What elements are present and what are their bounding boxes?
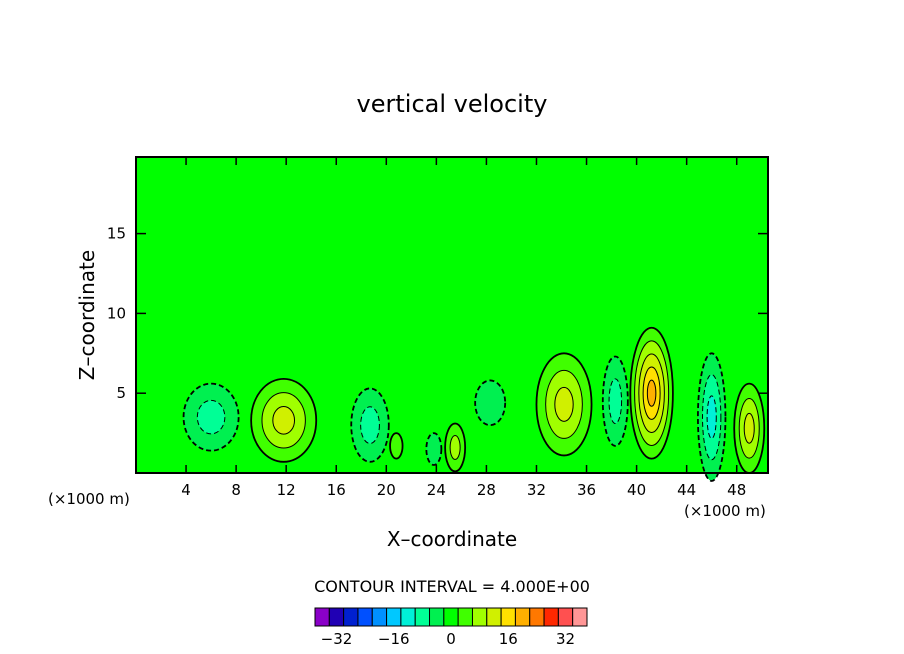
chart-title: vertical velocity [357,90,548,118]
x-unit-right: (×1000 m) [684,502,766,520]
colorbar-swatch [514,607,531,627]
colorbar-swatch [543,607,559,627]
colorbar-swatch [443,607,459,627]
colorbar-swatch [471,607,488,627]
x-tick-label: 28 [477,481,496,499]
colorbar-tick-label: 0 [446,630,456,648]
y-tick-label: 5 [116,384,126,402]
contour-patch [554,386,574,422]
x-tick-label: 44 [677,481,696,499]
x-ticks: 4 8 12 16 20 24 28 32 36 40 44 48 [181,157,746,499]
contour-field [136,157,768,482]
contour-patch [360,406,380,444]
colorbar-swatch [328,607,345,627]
contour-patch [706,395,717,439]
y-axis-label: Z–coordinate [75,250,99,380]
x-tick-label: 40 [627,481,646,499]
x-tick-label: 8 [231,481,241,499]
contour-patch [646,379,657,407]
contour-patch [449,434,461,460]
x-tick-label: 24 [427,481,446,499]
contour-patch [608,378,623,425]
colorbar-swatch [572,607,588,627]
colorbar-swatch [414,607,431,627]
colorbar-swatch [557,607,574,627]
colorbar-tick-label: −16 [378,630,410,648]
colorbar-swatch [386,607,402,627]
x-tick-label: 32 [527,481,546,499]
colorbar-swatch [529,607,545,627]
colorbar-tick-label: 32 [556,630,575,648]
contour-patch [272,406,296,435]
colorbar-swatch [314,607,330,627]
colorbar: −32 −16 0 16 32 [314,607,588,648]
contour-patch [389,432,404,460]
contour-patch [474,379,507,427]
y-tick-label: 10 [107,304,126,322]
colorbar-swatch [371,607,388,627]
x-axis-label: X–coordinate [387,527,517,551]
colorbar-tick-label: −32 [321,630,353,648]
y-tick-label: 15 [107,225,126,243]
colorbar-swatch [500,607,516,627]
x-tick-label: 36 [577,481,596,499]
colorbar-swatch [357,607,373,627]
colorbar-swatch [486,607,502,627]
x-tick-label: 4 [181,481,191,499]
colorbar-swatch [343,607,359,627]
colorbar-tick-label: 16 [499,630,518,648]
x-tick-label: 48 [727,481,746,499]
colorbar-swatch [400,607,416,627]
y-ticks: 5 10 15 [107,225,768,402]
colorbar-swatch [429,607,445,627]
contour-patch [743,412,755,444]
colorbar-swatch [457,607,473,627]
contour-patch [425,432,443,466]
x-tick-label: 16 [327,481,346,499]
contour-interval-label: CONTOUR INTERVAL = 4.000E+00 [314,577,590,596]
x-tick-label: 12 [277,481,296,499]
plot-frame [135,156,769,474]
contour-patch [196,399,226,435]
x-unit-left: (×1000 m) [48,490,130,508]
x-tick-label: 20 [377,481,396,499]
